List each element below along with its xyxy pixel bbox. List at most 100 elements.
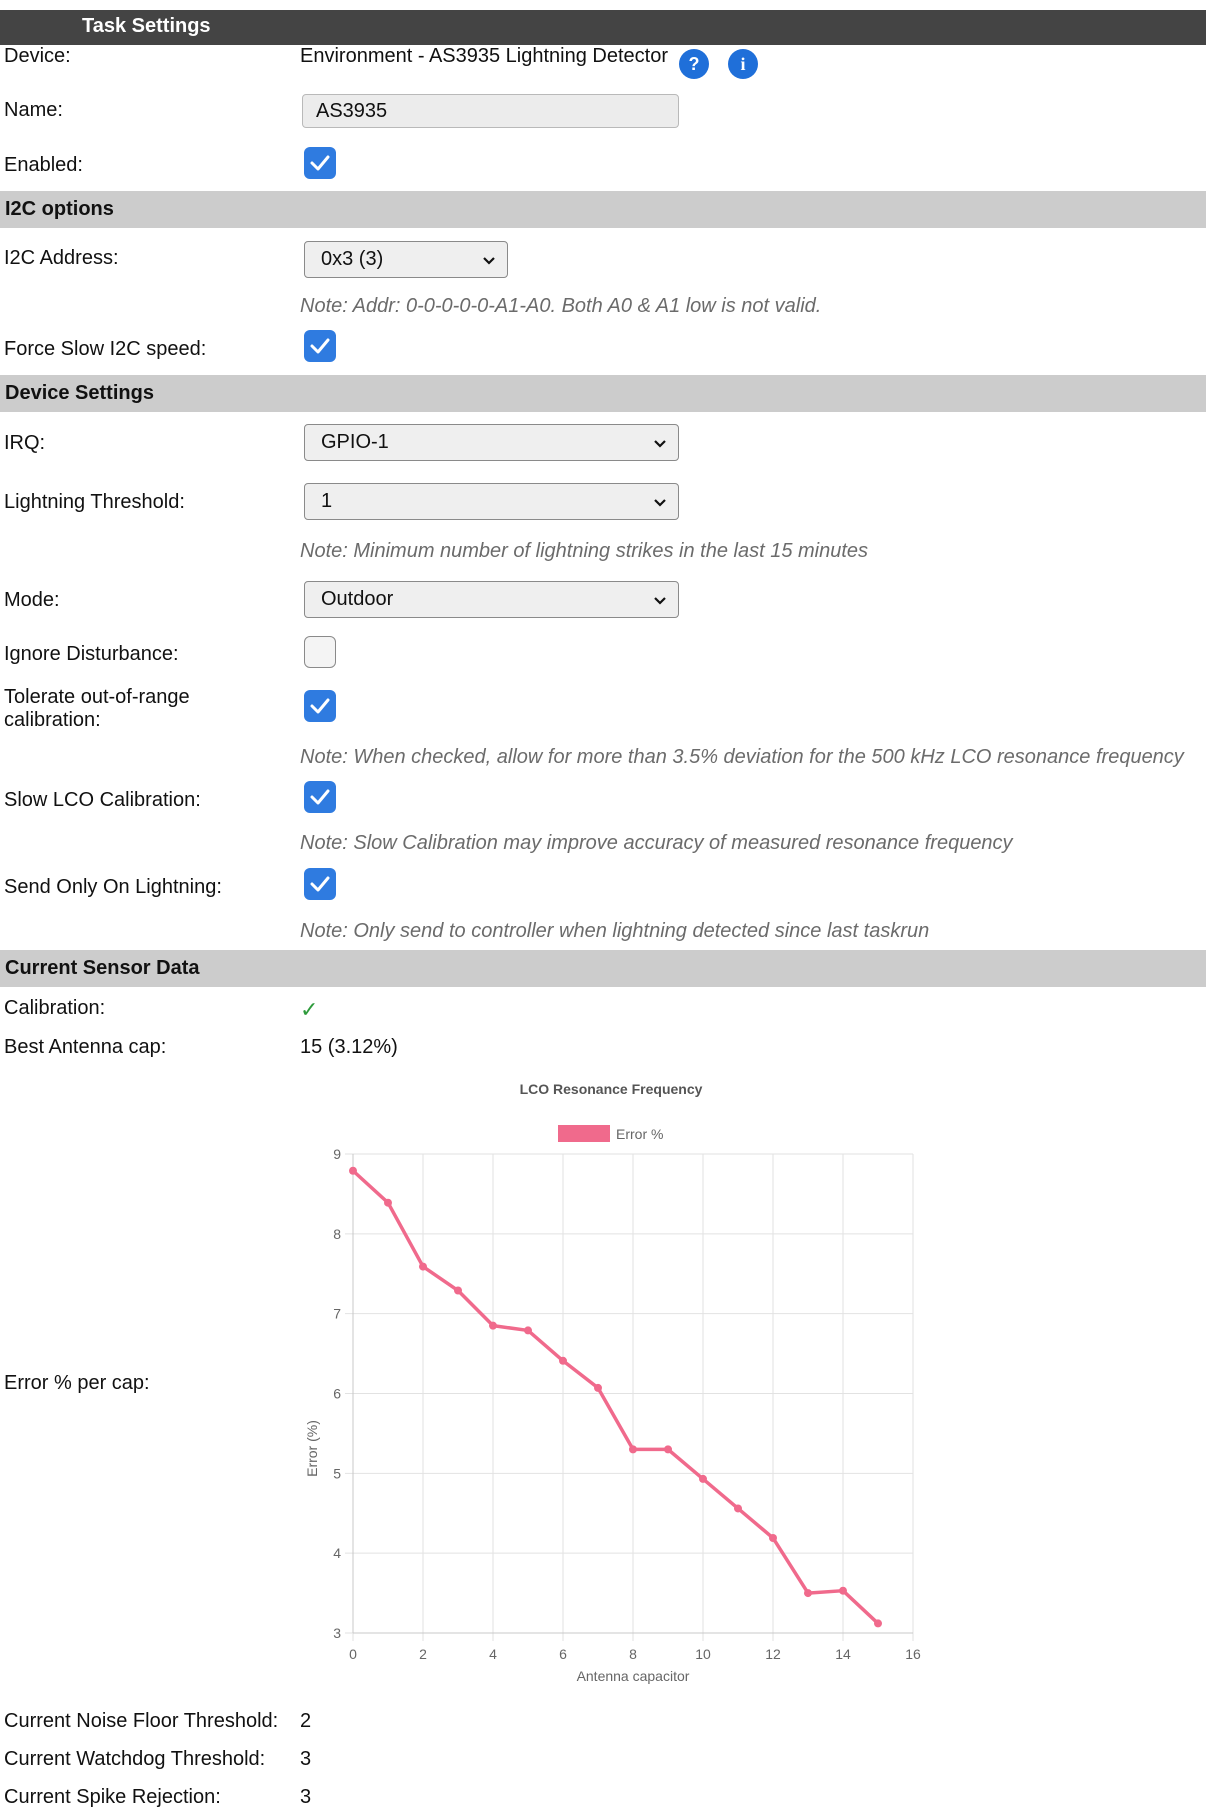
- slow-lco-checkbox[interactable]: [304, 781, 336, 813]
- chevron-down-icon: [654, 499, 666, 507]
- enabled-checkbox[interactable]: [304, 147, 336, 179]
- force-slow-i2c-checkbox[interactable]: [304, 330, 336, 362]
- send-only-lightning-label: Send Only On Lightning:: [4, 876, 222, 898]
- data-point: [384, 1198, 392, 1207]
- tolerate-label-line2: calibration:: [4, 709, 101, 731]
- data-point: [419, 1262, 427, 1271]
- series-line: [351, 1169, 880, 1625]
- y-tick-label: 6: [333, 1386, 341, 1402]
- irq-value: GPIO-1: [321, 431, 389, 453]
- legend-swatch: [558, 1125, 610, 1142]
- calibration-ok-icon: ✓: [300, 997, 319, 1022]
- tolerate-calibration-note: Note: When checked, allow for more than …: [300, 746, 1184, 768]
- watchdog-value: 3: [300, 1748, 312, 1770]
- device-settings-section: Device Settings: [0, 375, 1206, 412]
- force-slow-i2c-label: Force Slow I2C speed:: [4, 338, 207, 360]
- send-only-lightning-note: Note: Only send to controller when light…: [300, 920, 930, 942]
- chevron-down-icon: [654, 597, 666, 605]
- data-point: [629, 1445, 637, 1454]
- lightning-threshold-value: 1: [321, 490, 333, 512]
- name-label: Name:: [4, 99, 63, 121]
- slow-lco-label: Slow LCO Calibration:: [4, 789, 201, 811]
- chart-title: LCO Resonance Frequency: [520, 1081, 703, 1097]
- calibration-label: Calibration:: [4, 997, 106, 1019]
- data-point: [804, 1589, 812, 1598]
- ignore-disturbance-label: Ignore Disturbance:: [4, 643, 179, 665]
- data-point: [594, 1383, 602, 1392]
- data-point: [454, 1286, 462, 1295]
- current-sensor-data-section: Current Sensor Data: [0, 950, 1206, 987]
- device-value: Environment - AS3935 Lightning Detector: [300, 45, 668, 67]
- y-tick-label: 7: [333, 1306, 341, 1322]
- name-input[interactable]: AS3935: [302, 94, 679, 128]
- chevron-down-icon: [654, 440, 666, 448]
- noise-floor-label: Current Noise Floor Threshold:: [4, 1710, 279, 1732]
- x-tick-label: 2: [419, 1646, 427, 1662]
- data-point: [839, 1586, 847, 1595]
- data-point: [699, 1474, 707, 1483]
- i2c-address-note: Note: Addr: 0-0-0-0-0-A1-A0. Both A0 & A…: [300, 295, 822, 317]
- checkmark-icon: [310, 789, 330, 805]
- y-tick-label: 4: [333, 1545, 341, 1561]
- noise-floor-value: 2: [300, 1710, 312, 1732]
- checkmark-icon: [310, 876, 330, 892]
- enabled-label: Enabled:: [4, 154, 83, 176]
- checkmark-icon: [310, 338, 330, 354]
- tolerate-calibration-checkbox[interactable]: [304, 690, 336, 722]
- question-icon[interactable]: ?: [679, 49, 709, 79]
- error-per-cap-label: Error % per cap:: [4, 1372, 150, 1394]
- device-settings-title: Device Settings: [5, 382, 154, 404]
- task-settings-header: Task Settings: [0, 10, 1206, 45]
- tolerate-label-line1: Tolerate out-of-range: [4, 686, 190, 708]
- legend-label: Error %: [616, 1126, 663, 1142]
- data-point: [874, 1619, 882, 1628]
- i2c-options-section: I2C options: [0, 191, 1206, 228]
- x-axis-label: Antenna capacitor: [577, 1668, 690, 1684]
- data-point: [734, 1504, 742, 1513]
- mode-select[interactable]: Outdoor: [304, 581, 679, 618]
- y-tick-label: 9: [333, 1146, 341, 1162]
- device-label: Device:: [4, 45, 71, 67]
- irq-label: IRQ:: [4, 432, 46, 454]
- x-tick-label: 0: [349, 1646, 357, 1662]
- data-point: [559, 1356, 567, 1365]
- lco-resonance-chart: 0 2 4 6 8 10 12 14 16 3 4 5 6 7 8 9 LCO Resonance Freque…: [304, 1081, 921, 1684]
- checkmark-icon: [310, 155, 330, 171]
- y-tick-label: 3: [333, 1625, 341, 1641]
- x-tick-label: 16: [905, 1646, 921, 1662]
- i2c-address-select[interactable]: 0x3 (3): [304, 241, 508, 278]
- lightning-threshold-label: Lightning Threshold:: [4, 491, 185, 513]
- y-tick-label: 5: [333, 1465, 341, 1481]
- data-point: [489, 1321, 497, 1330]
- irq-select[interactable]: GPIO-1: [304, 424, 679, 461]
- y-axis-label: Error (%): [304, 1420, 320, 1477]
- x-tick-label: 12: [765, 1646, 781, 1662]
- x-tick-label: 4: [489, 1646, 497, 1662]
- spike-rejection-value: 3: [300, 1786, 312, 1808]
- mode-label: Mode:: [4, 589, 60, 611]
- lightning-threshold-note: Note: Minimum number of lightning strike…: [300, 540, 869, 562]
- mode-value: Outdoor: [321, 588, 394, 610]
- i2c-address-value: 0x3 (3): [321, 248, 384, 270]
- y-tick-label: 8: [333, 1226, 341, 1242]
- lightning-threshold-select[interactable]: 1: [304, 483, 679, 520]
- current-sensor-data-title: Current Sensor Data: [5, 957, 200, 979]
- x-tick-label: 6: [559, 1646, 567, 1662]
- info-icon[interactable]: i: [728, 49, 758, 79]
- slow-lco-note: Note: Slow Calibration may improve accur…: [300, 832, 1013, 854]
- checkmark-icon: [310, 698, 330, 714]
- ignore-disturbance-checkbox[interactable]: [304, 636, 336, 668]
- data-point: [769, 1533, 777, 1542]
- data-point: [349, 1166, 357, 1175]
- i2c-options-title: I2C options: [5, 198, 114, 220]
- data-point: [664, 1445, 672, 1454]
- x-tick-label: 10: [695, 1646, 711, 1662]
- watchdog-label: Current Watchdog Threshold:: [4, 1748, 266, 1770]
- x-tick-label: 14: [835, 1646, 851, 1662]
- i2c-address-label: I2C Address:: [4, 247, 119, 269]
- best-antenna-cap-value: 15 (3.12%): [300, 1036, 398, 1058]
- data-point: [524, 1326, 532, 1335]
- best-antenna-cap-label: Best Antenna cap:: [4, 1036, 167, 1058]
- send-only-lightning-checkbox[interactable]: [304, 868, 336, 900]
- task-settings-title: Task Settings: [82, 15, 211, 37]
